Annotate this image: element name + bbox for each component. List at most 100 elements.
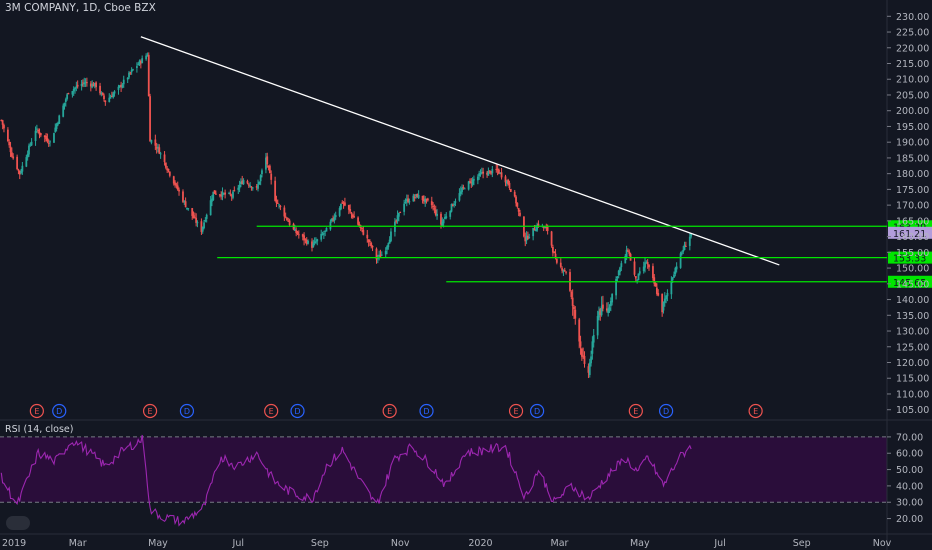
- price-tag-145.65: [888, 275, 932, 288]
- earnings-event-icon[interactable]: [382, 403, 397, 419]
- candle-body: [249, 185, 252, 187]
- candle-body: [611, 293, 614, 303]
- candle-body: [284, 216, 287, 218]
- price-tick-label: 220.00: [896, 43, 929, 54]
- candle-body: [320, 233, 323, 240]
- candle-body: [18, 170, 21, 175]
- candle-body: [325, 227, 328, 232]
- candle-body: [53, 133, 55, 143]
- candle-body: [342, 202, 345, 204]
- dividend-event-icon[interactable]: [419, 403, 434, 419]
- candle-body: [616, 276, 619, 279]
- earnings-event-icon[interactable]: [142, 403, 158, 419]
- candle-body: [155, 147, 158, 149]
- earnings-event-icon[interactable]: [29, 403, 44, 419]
- candle-body: [138, 60, 141, 65]
- candle-body: [132, 69, 134, 71]
- candle-body: [462, 187, 465, 189]
- candle-body: [628, 251, 631, 254]
- candle-body: [526, 235, 529, 239]
- dividend-event-icon[interactable]: [529, 403, 545, 419]
- candle-body: [38, 131, 41, 135]
- candle-body: [636, 279, 639, 281]
- candle-body: [82, 82, 84, 84]
- candle-body: [555, 259, 558, 263]
- candle-body: [200, 221, 203, 232]
- candle-body: [415, 194, 417, 197]
- candle-body: [496, 168, 499, 171]
- candle-body: [295, 230, 298, 233]
- candle-body: [278, 204, 280, 206]
- candle-body: [386, 246, 388, 250]
- candle-body: [580, 348, 583, 357]
- candle-body: [633, 261, 636, 275]
- tradingview-logo-icon: [6, 516, 30, 530]
- candle-body: [417, 194, 420, 199]
- candle-body: [117, 86, 120, 90]
- candle-body: [54, 127, 57, 133]
- candle-body: [515, 196, 517, 204]
- candle-body: [158, 147, 161, 154]
- candle-body: [157, 146, 159, 148]
- event-label: D: [294, 407, 300, 416]
- candle-body: [74, 87, 76, 90]
- candle-body: [139, 61, 142, 64]
- candle-body: [353, 216, 356, 218]
- candle-body: [607, 308, 610, 314]
- candle-body: [258, 181, 261, 185]
- chart-title: 3M COMPANY, 1D, Cboe BZX: [5, 2, 156, 14]
- candle-body: [653, 277, 656, 284]
- candle-body: [600, 306, 603, 316]
- dividend-event-icon[interactable]: [659, 403, 674, 419]
- candle-body: [395, 220, 398, 222]
- candle-body: [384, 251, 387, 255]
- candle-body: [3, 125, 5, 129]
- candle-body: [58, 115, 61, 124]
- candle-body: [670, 280, 673, 295]
- candle-body: [605, 308, 608, 311]
- candle-body: [76, 84, 79, 87]
- candle-body: [147, 54, 150, 97]
- earnings-event-icon[interactable]: [508, 403, 524, 419]
- earnings-event-icon[interactable]: [264, 403, 279, 419]
- candle-body: [554, 253, 557, 258]
- candle-body: [175, 184, 178, 186]
- candle-body: [275, 199, 278, 204]
- candle-body: [84, 81, 87, 84]
- candle-body: [303, 235, 305, 241]
- candle-body: [505, 181, 508, 184]
- candle-body: [608, 307, 611, 311]
- candle-body: [563, 269, 566, 271]
- candle-body: [178, 189, 180, 192]
- candle-body: [620, 263, 623, 268]
- candle-body: [154, 139, 157, 146]
- price-tick-label: 110.00: [896, 389, 929, 400]
- candle-body: [250, 186, 253, 188]
- dividend-event-icon[interactable]: [290, 403, 305, 419]
- candle-body: [546, 226, 549, 232]
- rsi-tick-label: 30.00: [896, 498, 923, 509]
- dividend-event-icon[interactable]: [52, 403, 67, 419]
- candle-body: [287, 220, 290, 222]
- candle-body: [571, 297, 574, 306]
- candle-body: [362, 229, 365, 235]
- dividend-event-icon[interactable]: [179, 403, 195, 419]
- candle-body: [99, 85, 101, 94]
- candle-body: [149, 96, 151, 142]
- candle-body: [72, 88, 75, 92]
- candle-body: [380, 254, 383, 256]
- earnings-event-icon[interactable]: [748, 403, 763, 419]
- earnings-event-icon[interactable]: [628, 403, 643, 419]
- candle-body: [679, 253, 682, 268]
- candle-body: [187, 208, 190, 210]
- price-tick-label: 205.00: [896, 90, 929, 101]
- candle-body: [397, 212, 400, 217]
- candle-body: [268, 165, 271, 174]
- candle-body: [62, 105, 65, 117]
- candle-body: [469, 180, 471, 182]
- trendline[interactable]: [140, 36, 780, 266]
- candle-body: [350, 212, 353, 215]
- candle-body: [322, 233, 325, 235]
- candle-body: [315, 241, 317, 243]
